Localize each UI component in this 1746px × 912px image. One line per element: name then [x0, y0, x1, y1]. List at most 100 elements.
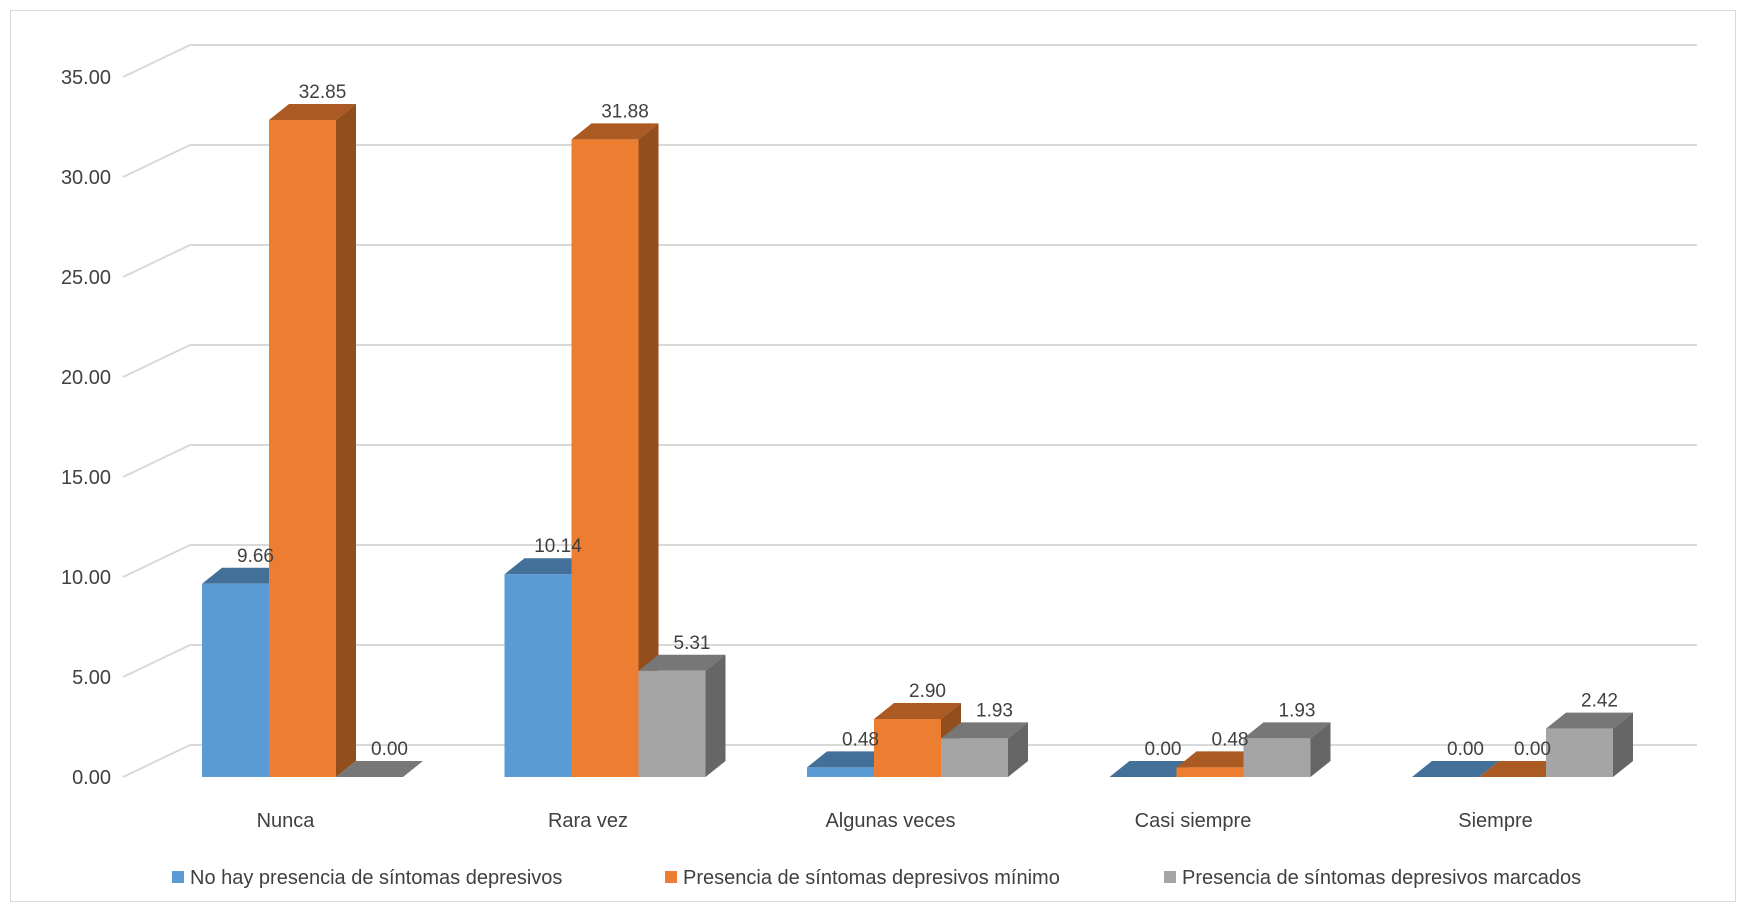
- bar: [1243, 722, 1331, 777]
- gridline-side: [122, 644, 191, 678]
- y-tick-label: 35.00: [61, 67, 111, 89]
- bar-top: [1412, 761, 1499, 777]
- legend-swatch: [172, 871, 184, 883]
- y-tick-label: 0.00: [72, 767, 111, 789]
- category-label: Siempre: [1458, 810, 1532, 832]
- bar-front: [941, 738, 1008, 777]
- bar-top: [1109, 761, 1197, 777]
- gridline-side: [122, 44, 191, 78]
- bar-front: [269, 120, 336, 777]
- bar-top: [1176, 751, 1264, 768]
- legend-swatch: [1164, 871, 1176, 883]
- gridline: [122, 144, 1697, 178]
- bar: [874, 703, 961, 777]
- bar-top: [638, 654, 726, 671]
- data-label: 10.14: [534, 536, 582, 557]
- category-label: Rara vez: [548, 810, 628, 832]
- data-label: 0.00: [1447, 739, 1484, 760]
- gridline: [122, 344, 1697, 378]
- bar-top: [874, 703, 961, 719]
- legend-label: Presencia de síntomas depresivos marcado…: [1182, 867, 1581, 889]
- y-tick-label: 25.00: [61, 267, 111, 289]
- legend-item: Presencia de síntomas depresivos marcado…: [1164, 867, 1581, 889]
- bar-top: [1243, 722, 1331, 739]
- bar: [1109, 761, 1197, 777]
- bar: [941, 722, 1028, 777]
- data-label: 0.48: [842, 729, 879, 750]
- gridline: [122, 44, 1697, 78]
- legend: No hay presencia de síntomas depresivos P…: [172, 867, 1581, 889]
- gridline: [122, 444, 1697, 478]
- bar: [336, 761, 423, 777]
- bar-front: [202, 583, 269, 777]
- legend-label: No hay presencia de síntomas depresivos: [190, 867, 562, 889]
- bar: [1412, 761, 1499, 777]
- bar-side: [1613, 712, 1633, 777]
- gridline: [122, 244, 1697, 278]
- x-axis-categories: Nunca Rara vez Algunas veces Casi siempre Si…: [257, 810, 1533, 832]
- data-label: 9.66: [237, 546, 274, 567]
- legend-label: Presencia de síntomas depresivos mínimo: [683, 867, 1060, 889]
- gridline: [122, 644, 1697, 678]
- legend-item: No hay presencia de síntomas depresivos: [172, 867, 562, 889]
- bar-front: [504, 574, 572, 777]
- data-label: 1.93: [1279, 700, 1316, 721]
- bar-front: [807, 767, 874, 777]
- y-tick-label: 10.00: [61, 567, 111, 589]
- data-label: 1.93: [976, 700, 1013, 721]
- gridline-side: [122, 344, 191, 378]
- bar-top: [269, 104, 356, 120]
- gridline: [122, 544, 1697, 578]
- data-label: 0.00: [371, 739, 408, 760]
- bar-front: [571, 139, 639, 777]
- y-tick-label: 30.00: [61, 167, 111, 189]
- bar-top: [336, 761, 423, 777]
- gridline-side: [122, 544, 191, 578]
- y-tick-label: 5.00: [72, 667, 111, 689]
- gridlines: [122, 44, 1697, 778]
- data-label: 0.00: [1514, 739, 1551, 760]
- bar-top: [807, 751, 894, 768]
- gridline-side: [122, 444, 191, 478]
- data-label: 0.48: [1212, 729, 1249, 750]
- bar-top: [1479, 761, 1566, 777]
- bar-front: [1243, 738, 1311, 777]
- gridline-side: [122, 144, 191, 178]
- bar-side: [1008, 722, 1028, 777]
- bar: [1479, 761, 1566, 777]
- y-tick-label: 20.00: [61, 367, 111, 389]
- bar-top: [571, 123, 659, 140]
- category-label: Casi siempre: [1135, 810, 1252, 832]
- legend-item: Presencia de síntomas depresivos mínimo: [665, 867, 1060, 889]
- data-label: 2.42: [1581, 691, 1618, 712]
- data-labels: 9.66 32.85 0.00 10.14 31.88 5.31 0.48 2.90 1.93 0…: [237, 82, 1618, 760]
- bar-front: [638, 670, 706, 777]
- bar-top: [1546, 712, 1633, 729]
- bar-top: [202, 567, 289, 584]
- bars: [202, 104, 1633, 777]
- data-label: 5.31: [674, 633, 711, 654]
- bar: [1546, 712, 1633, 777]
- category-label: Algunas veces: [825, 810, 955, 832]
- category-label: Nunca: [257, 810, 316, 832]
- data-label: 31.88: [601, 101, 649, 122]
- bar: [571, 123, 659, 777]
- bar: [269, 104, 356, 777]
- data-label: 32.85: [299, 82, 347, 103]
- bar-side: [705, 654, 726, 777]
- bar-front: [874, 719, 941, 777]
- bar: [638, 654, 726, 777]
- gridline-side: [122, 244, 191, 278]
- bar-side: [336, 104, 356, 777]
- bar-top: [941, 722, 1028, 739]
- gridline-side: [122, 744, 191, 778]
- y-axis-ticks: 0.00 5.00 10.00 15.00 20.00 25.00 30.00 35.00: [61, 67, 111, 789]
- bar-top: [504, 558, 592, 575]
- legend-swatch: [665, 871, 677, 883]
- bar-side: [638, 123, 659, 777]
- y-tick-label: 15.00: [61, 467, 111, 489]
- bar-side: [1310, 722, 1331, 777]
- data-label: 2.90: [909, 681, 946, 702]
- bar-front: [1176, 767, 1244, 777]
